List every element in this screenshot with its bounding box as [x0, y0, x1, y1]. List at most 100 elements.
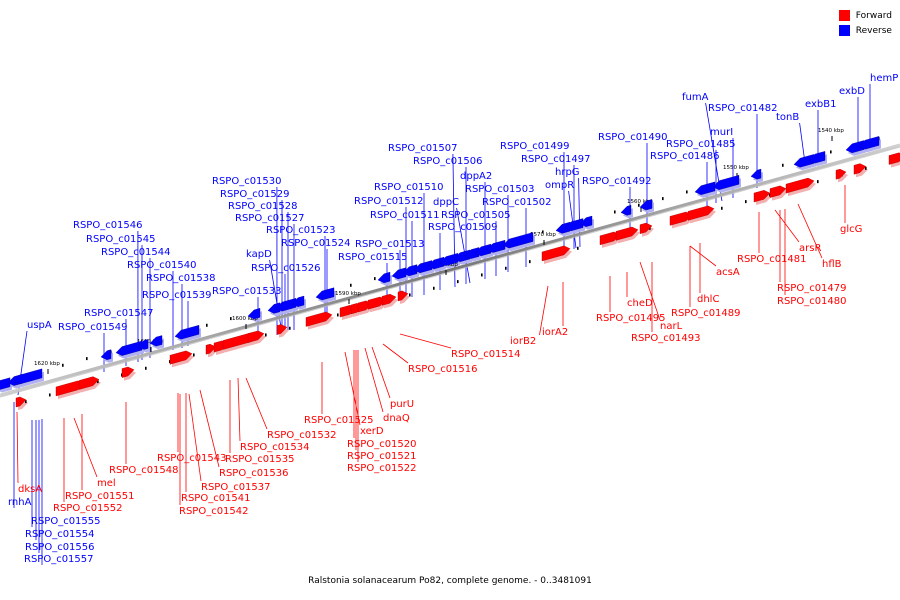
- scale-tick-label: 1590 kbp: [335, 291, 361, 297]
- minor-tick: [409, 293, 411, 297]
- gene-label-rspo-c01548: RSPO_c01548: [109, 465, 179, 476]
- minor-tick: [350, 283, 352, 287]
- minor-tick: [662, 197, 664, 201]
- gene-label-dksa: dksA: [18, 484, 42, 495]
- leader-line: [245, 377, 268, 430]
- gene-label-uspa: uspA: [27, 320, 52, 331]
- minor-tick: [529, 260, 531, 264]
- gene-label-rspo-c01497: RSPO_c01497: [521, 154, 591, 165]
- minor-tick: [782, 163, 784, 167]
- scale-tick-label: 1550 kbp: [723, 165, 749, 171]
- gene-label-rspo-c01526: RSPO_c01526: [251, 263, 321, 274]
- gene-label-tonb: tonB: [776, 112, 799, 123]
- minor-tick: [337, 313, 339, 317]
- gene-label-iorb2: iorB2: [510, 336, 536, 347]
- gene-labels: uspA RSPO_c01549 RSPO_c01547 RSPO_c01546 RSP…: [8, 73, 898, 565]
- reverse-gene-arrow: [174, 324, 200, 340]
- scale-tick-label: 1610 kbp: [137, 339, 163, 345]
- forward-gene-arrow: [541, 245, 571, 262]
- reverse-gene-arrow: [502, 232, 534, 249]
- scale-tick-label: 1620 kbp: [34, 361, 60, 367]
- minor-tick: [433, 286, 435, 290]
- gene-label-rspo-c01543: RSPO_c01543: [157, 453, 227, 464]
- scale-tick-label: 1600 kbp: [232, 316, 258, 322]
- reverse-gene-arrow: [377, 271, 391, 284]
- leader-line: [371, 346, 391, 399]
- minor-tick: [686, 190, 688, 194]
- gene-label-rspo-c01513: RSPO_c01513: [355, 239, 425, 250]
- gene-label-rspo-c01481: RSPO_c01481: [737, 254, 807, 265]
- gene-label-rspo-c01486: RSPO_c01486: [650, 151, 720, 162]
- gene-label-rspo-c01506: RSPO_c01506: [413, 156, 483, 167]
- gene-label-rspo-c01524: RSPO_c01524: [281, 238, 351, 249]
- minor-tick: [193, 353, 195, 357]
- gene-label-rspo-c01480: RSPO_c01480: [777, 296, 847, 307]
- gene-label-hflb: hflB: [822, 259, 842, 270]
- minor-tick: [265, 333, 267, 337]
- gene-label-rspo-c01528: RSPO_c01528: [228, 201, 298, 212]
- map-caption: Ralstonia solanacearum Po82, complete ge…: [308, 576, 592, 586]
- forward-gene-arrow: [247, 330, 265, 343]
- gene-arrows: [0, 136, 900, 408]
- minor-tick: [145, 366, 147, 370]
- leader-line: [364, 347, 384, 413]
- gene-label-rspo-c01502: RSPO_c01502: [482, 197, 552, 208]
- gene-label-rnha: rnhA: [8, 497, 32, 508]
- gene-label-rspo-c01515: RSPO_c01515: [338, 252, 408, 263]
- gene-label-rspo-c01490: RSPO_c01490: [598, 132, 668, 143]
- leader-line: [269, 259, 283, 334]
- gene-label-ompr: ompR: [545, 180, 574, 191]
- gene-label-mel: mel: [97, 478, 116, 489]
- forward-gene-arrow: [769, 185, 787, 198]
- gene-label-rspo-c01549: RSPO_c01549: [58, 322, 128, 333]
- gene-label-rspo-c01539: RSPO_c01539: [142, 290, 212, 301]
- gene-label-rspo-c01532: RSPO_c01532: [267, 430, 337, 441]
- gene-label-dhlc: dhlC: [697, 294, 719, 305]
- minor-tick: [577, 246, 579, 250]
- gene-label-rspo-c01555: RSPO_c01555: [31, 516, 101, 527]
- forward-gene-arrow: [639, 222, 653, 234]
- gene-label-rspo-c01509: RSPO_c01509: [428, 222, 498, 233]
- forward-gene-arrow: [381, 293, 397, 306]
- leader-line: [399, 333, 452, 349]
- legend-reverse: Reverse: [838, 23, 892, 38]
- gene-label-rspo-c01534: RSPO_c01534: [240, 442, 310, 453]
- gene-label-rspo-c01538: RSPO_c01538: [146, 273, 216, 284]
- reverse-gene-arrow: [712, 174, 740, 190]
- leader-line: [799, 122, 806, 164]
- minor-tick: [97, 380, 99, 384]
- minor-tick: [542, 230, 544, 234]
- gene-label-rspo-c01522: RSPO_c01522: [347, 463, 417, 474]
- reverse-gene-arrow: [858, 136, 880, 150]
- reverse-gene-arrow: [808, 151, 826, 164]
- reverse-gene-arrow: [750, 168, 762, 180]
- minor-tick: [374, 277, 376, 281]
- minor-tick: [745, 200, 747, 204]
- leader-line: [774, 209, 800, 243]
- gene-label-ched: cheD: [627, 298, 653, 309]
- scale-tick: 1600 kbp: [232, 316, 258, 329]
- leader-line: [188, 393, 202, 482]
- legend: Forward Reverse: [838, 8, 892, 38]
- gene-label-exbd: exbD: [839, 86, 865, 97]
- scale-tick: 1590 kbp: [335, 291, 361, 304]
- leader-line: [797, 203, 823, 259]
- forward-gene-arrow: [305, 311, 333, 327]
- legend-reverse-label: Reverse: [855, 25, 892, 36]
- legend-forward: Forward: [838, 8, 892, 23]
- gene-label-fuma: fumA: [682, 92, 709, 103]
- leader-line: [382, 343, 409, 364]
- minor-tick: [289, 326, 291, 330]
- gene-label-rspo-c01533: RSPO_c01533: [212, 286, 282, 297]
- reverse-gene-arrow: [13, 368, 43, 385]
- gene-label-rspo-c01540: RSPO_c01540: [127, 260, 197, 271]
- reverse-gene-arrow: [579, 215, 593, 227]
- scale-tick: 1570 kbp: [530, 232, 556, 245]
- leader-line: [539, 285, 549, 336]
- gene-label-rspo-c01527: RSPO_c01527: [235, 213, 305, 224]
- gene-label-arsr: arsR: [799, 243, 821, 254]
- forward-gene-arrow: [615, 226, 639, 241]
- gene-label-dnaq: dnaQ: [383, 413, 410, 424]
- gene-label-dppa2: dppA2: [460, 171, 492, 182]
- scale-tick-label: 1570 kbp: [530, 232, 556, 238]
